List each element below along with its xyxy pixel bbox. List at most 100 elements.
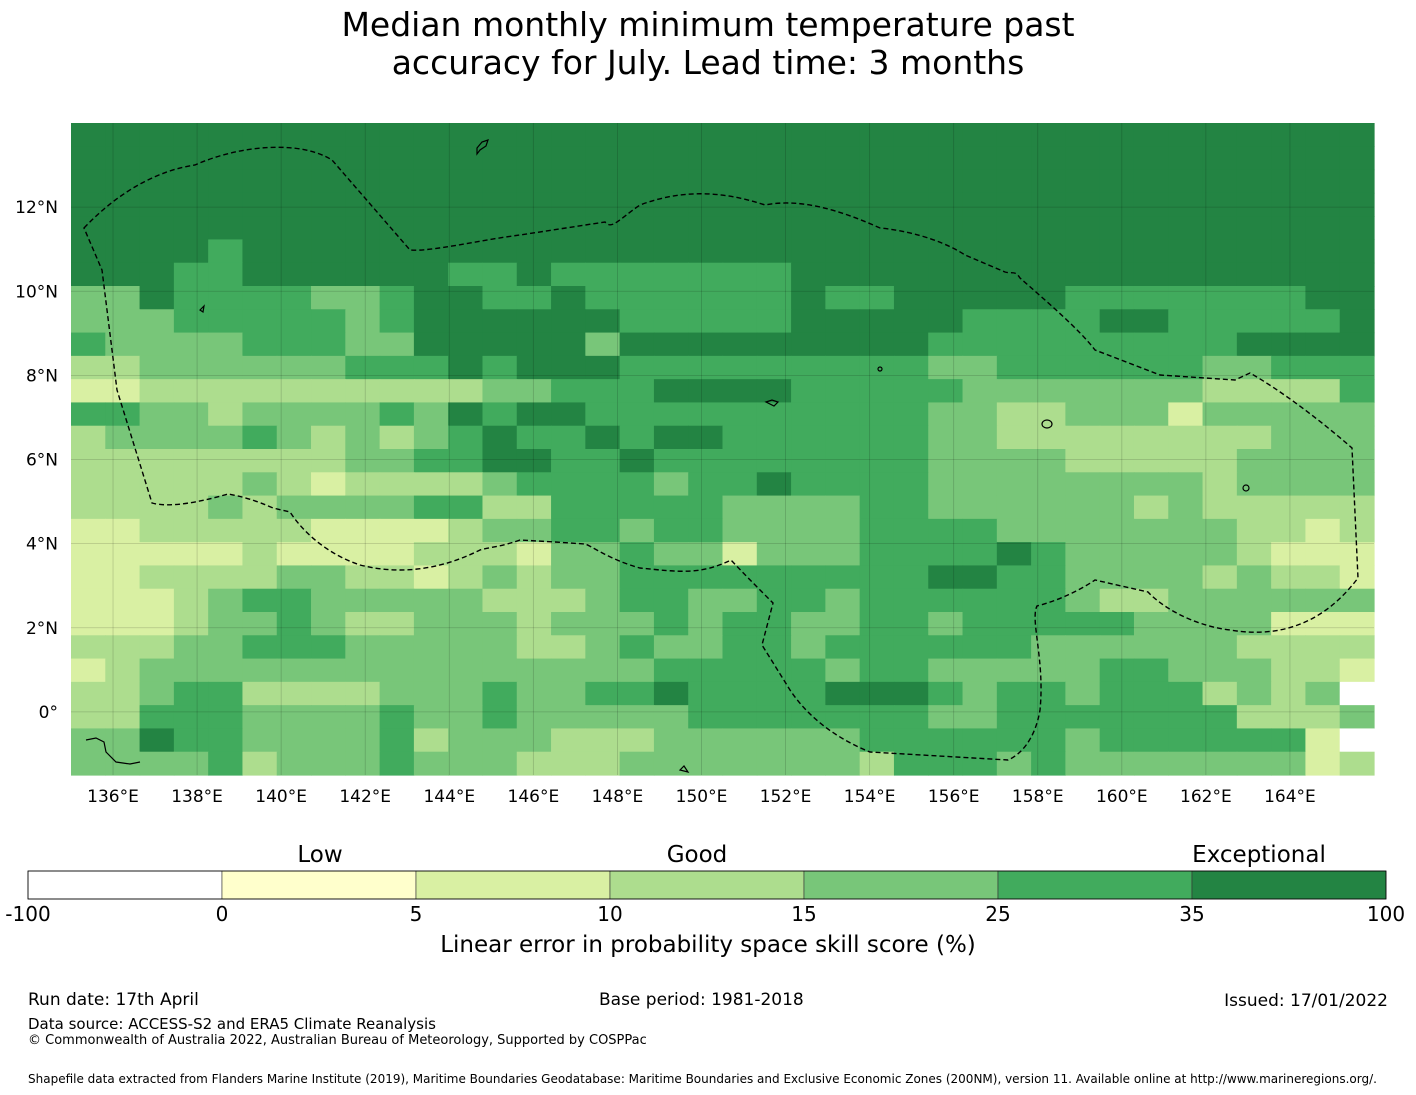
grid-cell <box>791 309 826 334</box>
base-period: Base period: 1981-2018 <box>599 990 804 1010</box>
grid-cell <box>311 123 346 147</box>
grid-cell <box>1271 635 1307 660</box>
grid-cell <box>791 565 826 590</box>
grid-cell <box>1305 728 1341 753</box>
grid-cell <box>1339 309 1375 334</box>
grid-cell <box>482 286 518 310</box>
colorbar-category-low: Low <box>297 842 343 868</box>
grid-cell <box>242 472 278 497</box>
grid-cell <box>139 379 175 404</box>
grid-cell <box>996 146 1032 171</box>
grid-cell <box>825 286 861 310</box>
grid-cell <box>893 123 929 147</box>
grid-cell <box>1305 751 1341 776</box>
grid-cell <box>1202 239 1238 264</box>
grid-cell <box>1099 728 1135 753</box>
shapefile-credit: Shapefile data extracted from Flanders M… <box>28 1072 1377 1086</box>
grid-cell <box>1339 123 1375 147</box>
grid-cell <box>105 635 141 660</box>
grid-cell <box>962 495 998 520</box>
grid-cell <box>482 705 518 730</box>
grid-cell <box>1031 751 1066 776</box>
grid-cell <box>345 332 381 357</box>
grid-cell <box>105 355 141 380</box>
grid-cell <box>1168 449 1204 473</box>
grid-cell <box>791 612 826 636</box>
grid-cell <box>173 681 209 706</box>
grid-cell <box>893 379 929 404</box>
grid-cell <box>619 355 655 380</box>
grid-cell <box>139 123 175 147</box>
grid-cell <box>928 542 964 567</box>
grid-cell <box>1271 239 1307 264</box>
grid-cell <box>722 192 758 217</box>
grid-cell <box>1305 449 1341 473</box>
grid-cell <box>791 588 826 613</box>
grid-cell <box>928 518 964 543</box>
grid-cell <box>928 728 964 753</box>
grid-cell <box>962 262 998 287</box>
grid-cell <box>962 681 998 706</box>
grid-cell <box>208 216 244 241</box>
grid-cell <box>688 542 724 567</box>
grid-cell <box>1305 262 1341 287</box>
grid-cell <box>1099 355 1135 380</box>
grid-cell <box>551 681 586 706</box>
grid-cell <box>242 565 278 590</box>
grid-cell <box>1339 705 1375 730</box>
grid-cell <box>413 728 449 753</box>
grid-cell <box>1133 495 1169 520</box>
grid-cell <box>71 705 106 730</box>
grid-cell <box>551 332 586 357</box>
grid-cell <box>893 518 929 543</box>
grid-cell <box>996 192 1032 217</box>
grid-cell <box>962 425 998 450</box>
grid-cell <box>859 309 895 334</box>
grid-cell <box>448 588 484 613</box>
grid-cell <box>105 681 141 706</box>
grid-cell <box>722 565 758 590</box>
grid-cell <box>516 192 552 217</box>
grid-cell <box>825 612 861 636</box>
grid-cell <box>825 309 861 334</box>
grid-cell <box>71 495 106 520</box>
grid-cell <box>1133 751 1169 776</box>
grid-cell <box>413 402 449 427</box>
grid-cell <box>1065 402 1101 427</box>
grid-cell <box>105 705 141 730</box>
grid-cell <box>1271 495 1307 520</box>
grid-cell <box>1305 216 1341 241</box>
grid-cell <box>1133 658 1169 683</box>
grid-cell <box>276 449 312 473</box>
grid-cell <box>1031 425 1066 450</box>
lon-tick-label: 164°E <box>1264 787 1316 807</box>
grid-cell <box>653 169 689 194</box>
grid-cell <box>448 681 484 706</box>
grid-cell <box>379 495 415 520</box>
grid-cell <box>551 216 586 241</box>
grid-cell <box>311 169 346 194</box>
grid-cell <box>1065 309 1101 334</box>
grid-cell <box>208 192 244 217</box>
grid-cell <box>311 262 346 287</box>
grid-cell <box>208 379 244 404</box>
grid-cell <box>1236 588 1272 613</box>
grid-cell <box>1305 542 1341 567</box>
grid-cell <box>1031 332 1066 357</box>
grid-cell <box>688 216 724 241</box>
grid-cell <box>448 495 484 520</box>
grid-cell <box>448 146 484 171</box>
grid-cell <box>619 309 655 334</box>
grid-cell <box>1099 262 1135 287</box>
grid-cell <box>1202 565 1238 590</box>
colorbar-swatch <box>415 870 611 900</box>
colorbar-swatch <box>27 870 223 900</box>
grid-cell <box>208 169 244 194</box>
grid-cell <box>516 751 552 776</box>
grid-cell <box>345 705 381 730</box>
grid-cell <box>311 565 346 590</box>
grid-cell <box>653 146 689 171</box>
grid-cell <box>653 705 689 730</box>
grid-cell <box>1099 379 1135 404</box>
grid-cell <box>791 123 826 147</box>
